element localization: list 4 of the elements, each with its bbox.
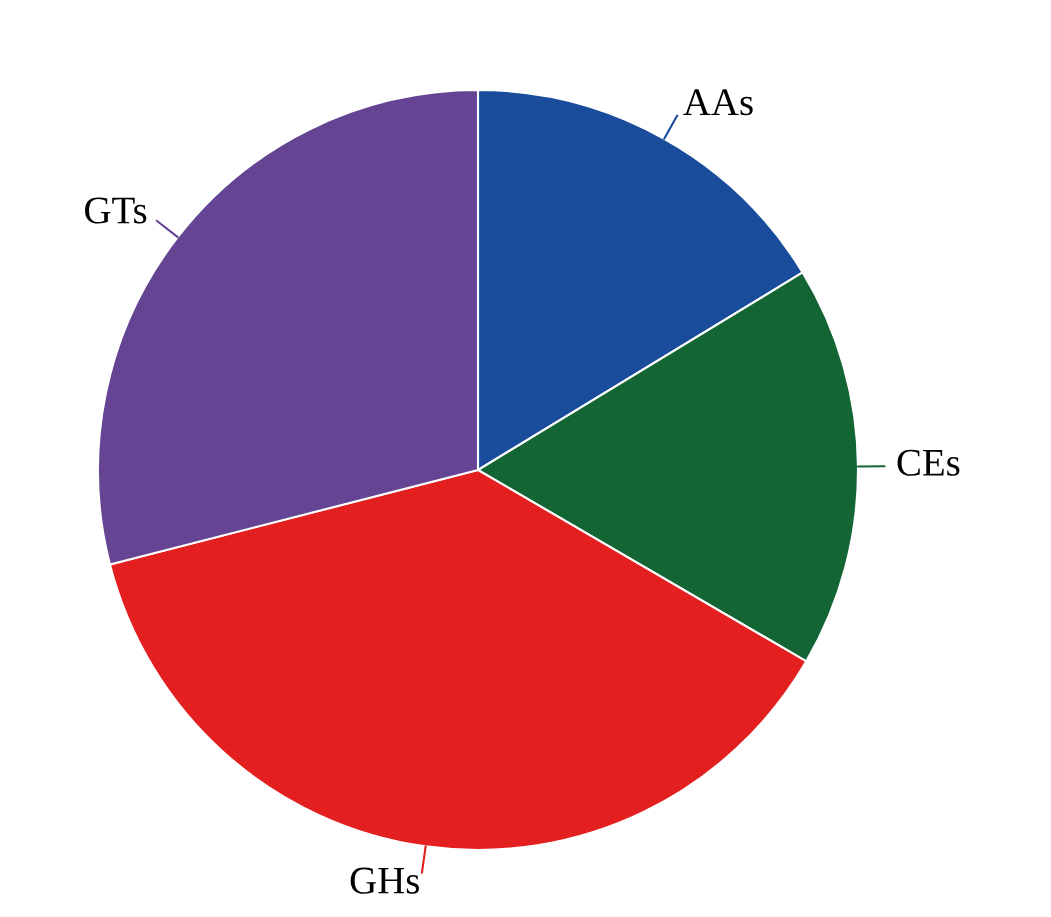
slice-label: CEs	[897, 449, 960, 476]
slice-label: GTs	[85, 197, 147, 224]
slice-label: GHs	[350, 867, 419, 894]
slice-label: AAs	[683, 89, 753, 116]
